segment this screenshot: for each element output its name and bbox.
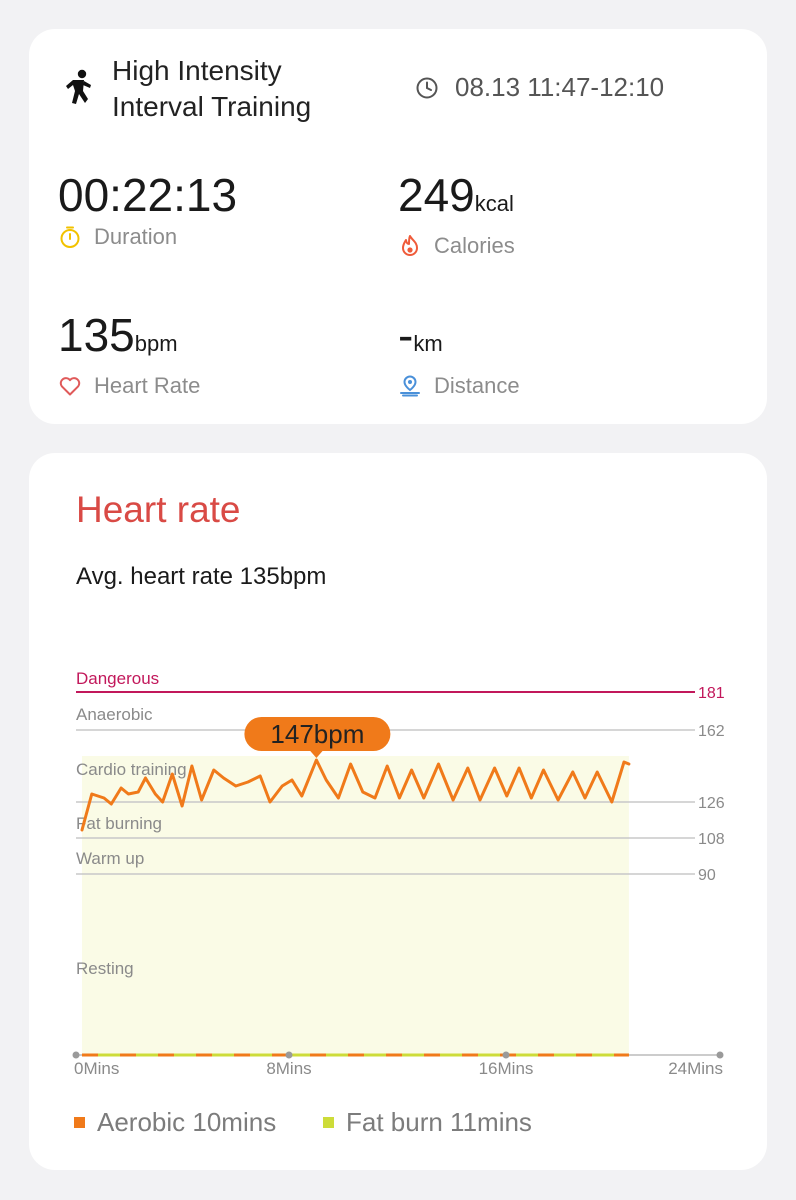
peak-tooltip-bubble [244, 717, 391, 751]
flame-icon [402, 235, 418, 256]
clock-icon [416, 77, 438, 98]
calories-label: Calories [434, 233, 515, 258]
threshold-label-181: 181 [698, 685, 725, 702]
x-tick-16mins: 16Mins [479, 1059, 534, 1078]
threshold-label-90: 90 [698, 867, 716, 884]
distance-value: - [398, 309, 414, 361]
workout-title-line1: High Intensity [112, 55, 282, 86]
legend-label-aerobic: Aerobic 10mins [97, 1107, 277, 1137]
legend-swatch-aerobic [74, 1117, 85, 1128]
heart-rate-line [80, 758, 631, 832]
distance-label: Distance [434, 373, 520, 398]
time-range-text: 08.13 11:47-12:10 [455, 72, 665, 102]
peak-tooltip-label: 147bpm [270, 719, 364, 749]
zone-fill-area [82, 756, 629, 1055]
heart-rate-card-title: Heart rate [76, 489, 241, 530]
x-tick-24mins: 24Mins [668, 1059, 723, 1078]
heart-rate-metric: 135bpm Heart Rate [58, 310, 200, 399]
heart-rate-label: Heart Rate [94, 373, 201, 398]
duration-value: 00:22:13 [58, 169, 238, 221]
heart-rate-chart: 181 162 126 108 90 Dangerous Anaerobic Cardio t… [72, 669, 725, 1078]
average-heart-rate-text: Avg. heart rate 135bpm [76, 563, 327, 590]
location-pin-icon [400, 375, 420, 397]
calories-metric: 249kcal Calories [398, 170, 515, 259]
x-tick-16mins-dot [502, 1051, 510, 1059]
zone-label-warm-up: Warm up [76, 849, 144, 868]
workout-title: High Intensity Interval Training [112, 53, 311, 125]
zone-label-cardio-training: Cardio training [76, 760, 187, 779]
workout-running-icon [66, 69, 91, 104]
zone-label-dangerous: Dangerous [76, 669, 159, 688]
calories-value: 249 [398, 169, 475, 221]
threshold-label-108: 108 [698, 831, 725, 848]
zone-label-anaerobic: Anaerobic [76, 705, 153, 724]
distance-metric: -km Distance [398, 310, 520, 399]
heart-rate-card: Heart rate Avg. heart rate 135bpm 181 162… [29, 453, 767, 1170]
heart-rate-unit: bpm [134, 331, 178, 356]
legend-swatch-fat-burn [323, 1117, 334, 1128]
duration-metric: 00:22:13 Duration [58, 170, 237, 250]
legend-label-fat-burn: Fat burn 11mins [346, 1107, 532, 1137]
x-tick-24mins-dot [716, 1051, 724, 1059]
heart-icon [59, 377, 81, 396]
threshold-label-126: 126 [698, 795, 725, 812]
zone-label-fat-burning: Fat burning [76, 814, 162, 833]
distance-unit: km [413, 331, 443, 356]
x-tick-0mins-dot [72, 1051, 80, 1059]
x-tick-8mins: 8Mins [266, 1059, 311, 1078]
workout-summary-card: High Intensity Interval Training 08.13 1… [29, 29, 767, 424]
duration-label: Duration [94, 224, 178, 249]
x-tick-8mins-dot [285, 1051, 293, 1059]
calories-unit: kcal [474, 191, 514, 216]
zone-label-resting: Resting [76, 959, 134, 978]
peak-tooltip-pointer [309, 750, 324, 758]
legend-item-aerobic: Aerobic 10mins [74, 1107, 276, 1138]
heart-rate-value: 135 [58, 309, 135, 361]
stopwatch-icon [60, 226, 80, 248]
threshold-label-162: 162 [698, 723, 725, 740]
time-range: 08.13 11:47-12:10 [415, 72, 664, 103]
x-tick-0mins: 0Mins [74, 1059, 119, 1078]
legend-item-fat-burn: Fat burn 11mins [323, 1107, 532, 1138]
workout-title-line2: Interval Training [112, 91, 312, 122]
